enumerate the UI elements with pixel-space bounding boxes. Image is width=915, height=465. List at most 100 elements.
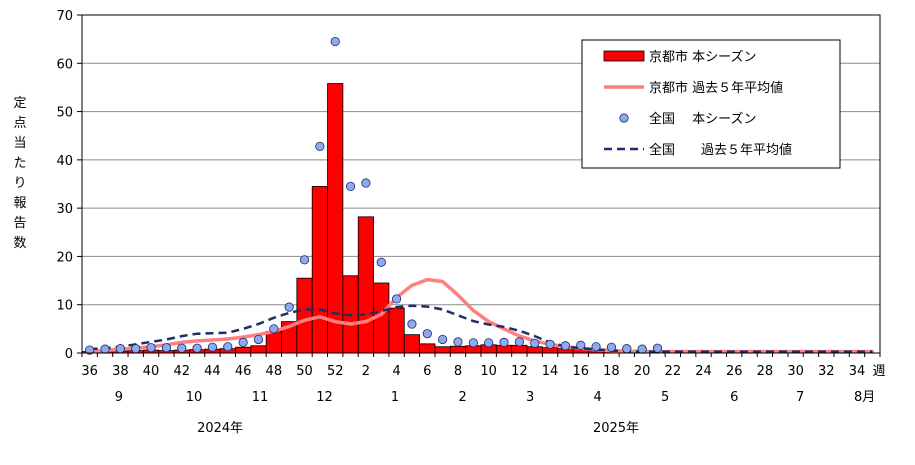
week-tick-label: 6 [423,364,431,379]
week-tick-label: 8 [454,364,462,379]
scatter-point [499,337,509,347]
line-series [87,277,875,354]
scatter-point [422,329,432,339]
x-axis-label: 週 [872,364,885,379]
scatter-point [253,334,264,345]
scatter-point [299,255,310,265]
scatter-point [468,338,478,348]
bar [388,307,405,354]
week-tick-label: 40 [143,364,160,379]
bar [403,334,421,354]
y-tick-label: 70 [56,9,73,24]
week-tick-label: 32 [818,364,835,379]
scatter-point [514,337,524,347]
week-tick-label: 34 [849,364,866,379]
bar [419,343,436,354]
week-tick-label: 28 [757,364,774,379]
scatter-point [269,324,279,334]
week-tick-label: 14 [542,364,559,379]
month-label: 6 [730,390,738,405]
scatter-series [85,36,663,355]
month-label: 3 [526,390,534,405]
scatter-point [407,319,417,329]
y-tick-label: 30 [56,202,73,217]
scatter-point [438,334,448,345]
y-tick-label: 10 [56,299,73,314]
week-tick-label: 48 [266,364,283,379]
y-axis-label-char: 数 [13,236,26,251]
scatter-point [530,338,540,348]
year-label: 2025年 [593,421,639,436]
scatter-point [453,337,463,347]
scatter-point [637,344,647,354]
legend-label: 京都市 過去５年平均値 [649,80,783,96]
week-tick-label: 2 [362,364,370,379]
scatter-point [284,302,294,312]
week-tick-label: 10 [480,364,497,379]
scatter-point [361,178,371,188]
month-label: 5 [661,390,669,405]
scatter-point [576,340,586,350]
scatter-point [207,342,218,352]
week-tick-label: 18 [603,364,620,379]
scatter-point [192,343,202,353]
y-axis-ticks: 0 10 20 30 40 50 60 70 [56,9,82,362]
y-tick-label: 60 [56,57,73,72]
month-label: 10 [186,390,203,405]
month-label: 2 [458,390,466,405]
month-label: 11 [252,390,269,405]
bar [265,330,282,354]
week-tick-label: 20 [634,364,651,379]
scatter-point [161,343,172,353]
legend-label: 全国 過去５年平均値 [649,142,792,158]
scatter-point [376,257,386,267]
bar-series [81,83,651,354]
legend-swatch-bar [603,50,645,62]
month-label: 4 [593,390,601,405]
week-tick-label: 46 [235,364,252,379]
month-label: 8月 [854,390,875,405]
bar [357,216,374,354]
week-tick-label: 42 [173,364,190,379]
week-tick-label: 52 [327,364,344,379]
scatter-point [484,338,494,348]
scatter-point [622,344,632,354]
y-tick-label: 20 [56,250,73,265]
y-axis-label-char: 当 [13,136,26,151]
y-axis-label-char: 告 [13,216,26,231]
bar [449,345,467,354]
scatter-point [100,344,110,354]
scatter-point [330,36,340,47]
y-tick-label: 0 [65,347,73,362]
week-tick-label: 50 [296,364,313,379]
year-label: 2024年 [197,421,243,436]
week-tick-label: 26 [726,364,743,379]
week-tick-label: 22 [665,364,682,379]
x-axis-week-ticks: 36 38 40 42 44 46 48 50 52 2 4 6 8 10 12 14 16 18 20 22 24 26… [81,353,886,379]
scatter-point [223,342,233,352]
y-tick-label: 40 [56,154,73,169]
x-axis-year-labels: 2024年 2025年 [197,421,639,436]
y-axis-label-char: 報 [13,196,26,211]
legend-label: 全国 本シーズン [649,111,756,127]
month-label: 1 [391,390,399,405]
scatter-point [131,344,141,354]
scatter-point [652,343,663,353]
scatter-point [391,294,402,304]
scatter-point [238,337,248,347]
week-tick-label: 12 [511,364,528,379]
week-tick-label: 4 [392,364,400,379]
scatter-point [345,181,356,192]
scatter-point [85,345,95,355]
x-axis-month-labels: 9 10 11 12 1 2 3 4 5 6 7 8月 [115,390,876,405]
national-average-line [89,304,873,353]
bar [311,186,328,354]
bar [434,346,451,354]
scatter-point [545,339,555,349]
bar [235,346,252,354]
week-tick-label: 36 [81,364,98,379]
week-tick-label: 24 [695,364,712,379]
scatter-point [591,342,601,352]
